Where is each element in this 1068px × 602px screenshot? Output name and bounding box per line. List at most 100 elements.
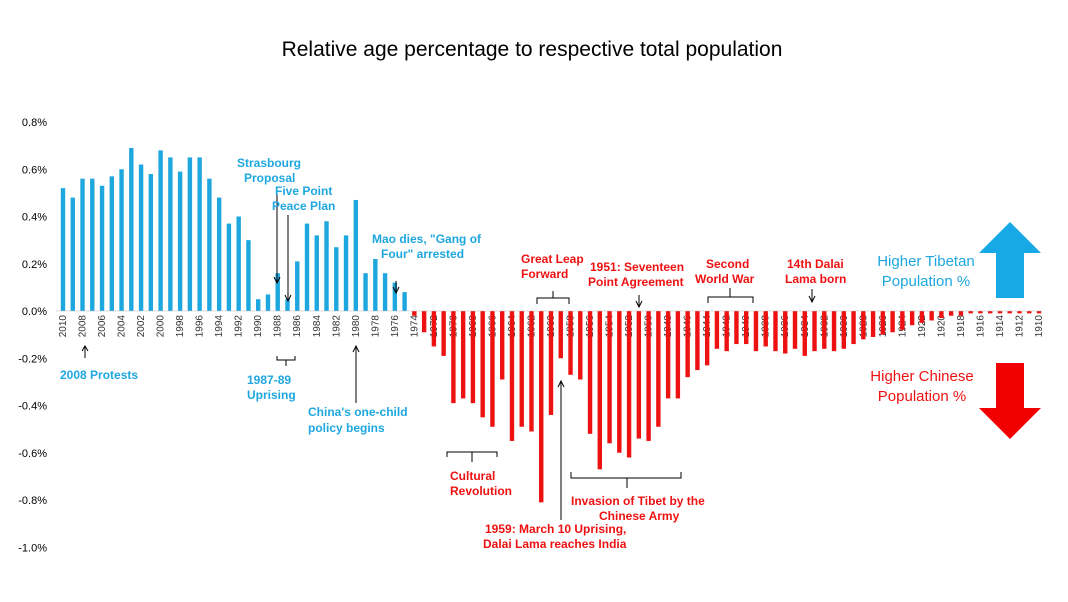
bar [948,311,954,316]
tibetan-events: 2008 Protests Strasbourg Proposal Five P… [60,156,482,435]
bar [402,292,407,311]
bar [216,197,222,311]
arrow-up-icon [979,222,1041,298]
y-tick-label: -0.6% [18,448,47,460]
bar [158,150,163,311]
bar [792,311,798,349]
bar [978,311,983,314]
bar [890,311,895,333]
bar [656,311,661,427]
bar [207,178,212,311]
y-tick-label: -0.8% [18,495,47,507]
x-tick-label: 2002 [136,315,147,338]
annotation-ww2-2: World War [695,272,755,286]
bar [695,311,700,371]
annotation-uprising: Uprising [247,388,296,402]
bar [909,311,915,326]
x-tick-label: 1992 [234,315,245,338]
bar [382,273,388,311]
annotation-five-point: Five Point [275,184,332,198]
x-tick-label: 1974 [409,315,420,338]
bar [177,171,183,311]
x-tick-label: 1914 [995,315,1006,338]
bar [343,235,349,311]
annotation-dalai-born-2: Lama born [785,272,846,286]
bar [861,311,866,340]
x-tick-label: 1910 [1034,315,1045,338]
y-tick-label: 0.4% [22,212,47,224]
bar [831,311,837,352]
x-tick-label: 1920 [936,315,947,338]
annotation-dalai-born: 14th Dalai [787,257,844,271]
y-tick-label: -0.4% [18,401,47,413]
bar [988,311,993,314]
y-tick-label: -1.0% [18,542,47,554]
bar [587,311,593,434]
bar [851,311,856,345]
x-tick-label: 1998 [175,315,186,338]
x-tick-label: 1980 [351,315,362,338]
bar [753,311,759,352]
annotation-cultural: Cultural [450,469,495,483]
bar [870,311,876,337]
bar [812,311,817,352]
annotation-strasbourg-2: Proposal [244,171,295,185]
bar [665,311,671,399]
bar [1036,311,1042,314]
bar [334,247,339,311]
annotation-2008-protests: 2008 Protests [60,368,138,382]
x-tick-label: 1994 [214,315,225,338]
x-tick-label: 2010 [58,315,69,338]
bar [734,311,739,345]
bar [490,311,495,427]
bar [470,311,476,404]
bar [363,273,368,311]
bar [578,311,583,380]
bar [314,235,319,311]
bar [99,185,105,311]
bar [783,311,788,354]
bar [246,240,251,312]
bar [704,311,710,366]
bar [1017,311,1022,314]
bar [70,197,75,311]
bar [519,311,524,427]
bar [597,311,602,470]
higher-chinese-label-2: Population % [878,388,966,405]
bar [441,311,446,356]
x-tick-label: 1986 [292,315,303,338]
bar [256,299,261,311]
annotation-great-leap-2: Forward [521,267,568,281]
x-tick-label: 1912 [1014,315,1025,338]
annotation-march10-2: Dalai Lama reaches India [483,537,627,551]
bar [919,311,925,323]
bar [90,178,95,311]
bar [353,199,358,311]
y-tick-label: 0.2% [22,259,47,271]
bar [109,176,114,311]
bar [724,311,729,352]
bar [500,311,505,380]
bar [265,294,271,311]
x-tick-label: 1922 [917,315,928,338]
x-tick-label: 1988 [273,315,284,338]
bar [529,311,534,432]
bar [626,311,632,458]
x-tick-label: 2004 [117,315,128,338]
bar [929,311,934,321]
arrow-down-icon [979,363,1041,439]
bar [636,311,642,439]
annotation-march10: 1959: March 10 Uprising, [485,522,626,536]
x-tick-label: 2000 [156,315,167,338]
bar [138,164,144,311]
bar [939,311,944,319]
bar [548,311,554,415]
annotation-five-point-2: Peace Plan [272,199,335,213]
annotation-cultural-2: Revolution [450,484,512,498]
higher-tibetan-label-2: Population % [882,273,970,290]
bar-series [60,147,1042,503]
higher-tibetan-label: Higher Tibetan [877,253,975,270]
bar [539,311,544,503]
bar [714,311,720,349]
